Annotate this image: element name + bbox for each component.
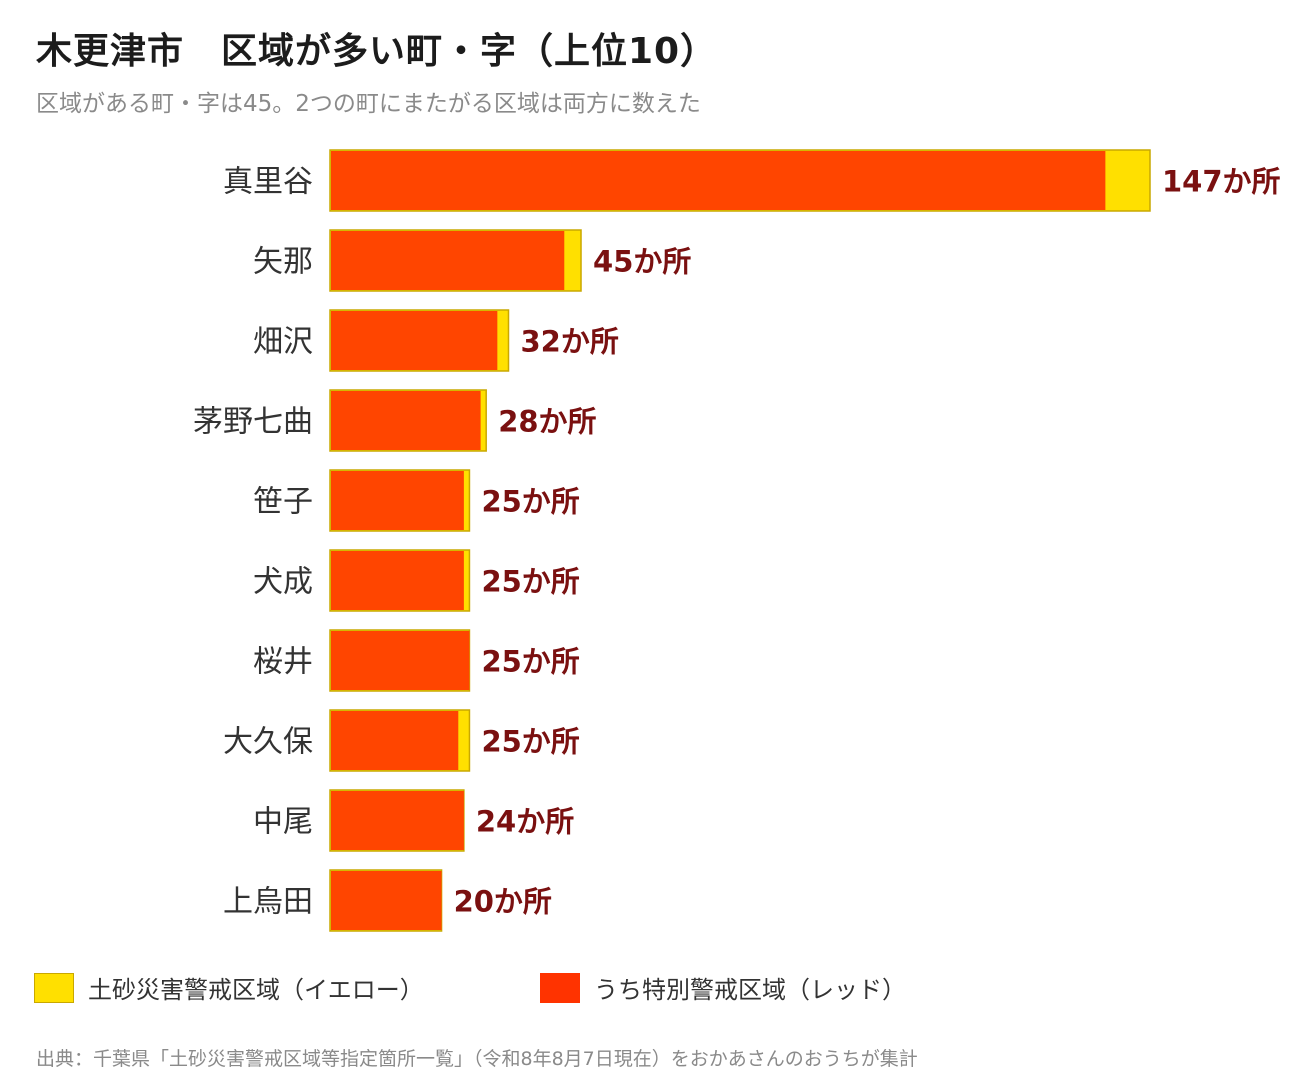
category-label-4: 笹子: [253, 485, 313, 520]
value-label-7: 25か所: [481, 725, 579, 759]
value-label-6: 25か所: [481, 645, 579, 679]
category-label-7: 大久保: [223, 725, 313, 760]
category-label-5: 犬成: [253, 565, 313, 600]
value-label-1: 45か所: [593, 245, 691, 279]
chart-subtitle: 区域がある町・字は45。2つの町にまたがる区域は両方に数えた: [36, 91, 701, 117]
value-label-3: 28か所: [498, 405, 596, 439]
value-label-0: 147か所: [1162, 165, 1281, 199]
legend-item-red: うち特別警戒区域（レッド）: [540, 970, 906, 1005]
value-label-4: 25か所: [481, 485, 579, 519]
category-label-0: 真里谷: [223, 165, 313, 200]
category-label-3: 茅野七曲: [193, 405, 313, 440]
bar-red-4: [331, 471, 464, 530]
bar-red-9: [331, 871, 442, 930]
legend-label-yellow: 土砂災害警戒区域（イエロー）: [88, 976, 424, 1004]
category-label-8: 中尾: [253, 805, 313, 840]
category-label-9: 上烏田: [223, 885, 313, 920]
source-note: 出典：千葉県「土砂災害警戒区域等指定箇所一覧」（令和8年8月7日現在）をおかあさ…: [36, 1048, 918, 1070]
category-label-6: 桜井: [253, 645, 313, 680]
value-label-5: 25か所: [481, 565, 579, 599]
category-label-2: 畑沢: [253, 325, 313, 360]
bar-red-6: [331, 631, 470, 690]
bar-red-3: [331, 391, 481, 450]
value-label-2: 32か所: [521, 325, 619, 359]
legend-swatch-yellow: [34, 972, 74, 1003]
bar-red-1: [331, 231, 565, 290]
legend-label-red: うち特別警戒区域（レッド）: [594, 976, 906, 1004]
legend-swatch-red: [540, 972, 580, 1003]
value-label-8: 24か所: [476, 805, 574, 839]
bar-red-7: [331, 711, 459, 770]
legend-item-yellow: 土砂災害警戒区域（イエロー）: [34, 970, 424, 1005]
bar-red-0: [331, 151, 1106, 210]
bar-red-5: [331, 551, 464, 610]
bar-red-8: [331, 791, 464, 850]
chart-title: 木更津市 区域が多い町・字（上位10）: [36, 31, 718, 72]
category-label-1: 矢那: [253, 245, 313, 280]
value-label-9: 20か所: [454, 885, 552, 919]
bar-red-2: [331, 311, 498, 370]
